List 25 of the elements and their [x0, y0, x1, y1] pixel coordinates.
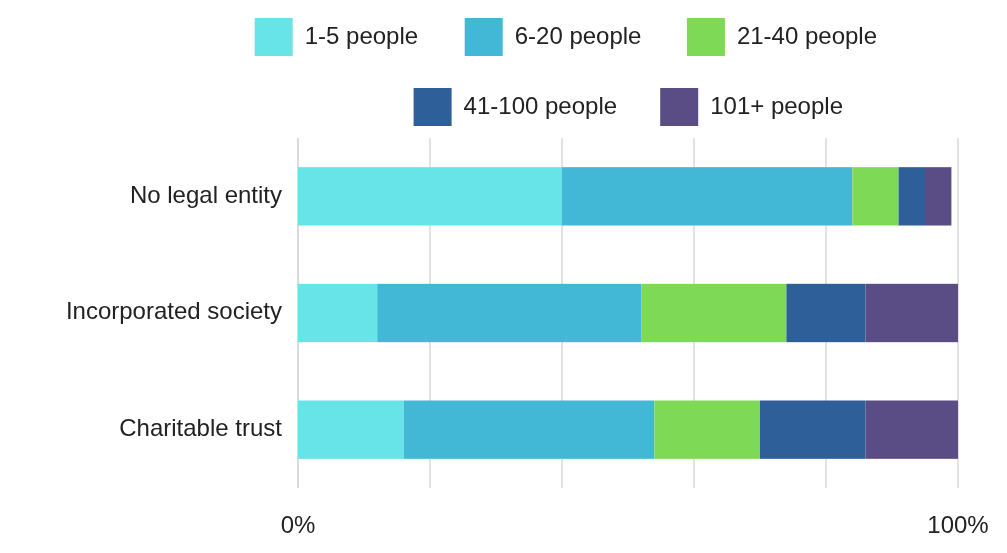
y-tick-label: Incorporated society: [65, 297, 282, 325]
bar: [865, 283, 958, 343]
y-tick-label: No legal entity: [129, 180, 282, 208]
legend-label: 41-100 people: [463, 92, 618, 120]
x-tick-label: 100%: [927, 511, 989, 538]
bar: [865, 400, 958, 459]
bar: [562, 167, 853, 226]
bar: [925, 167, 952, 226]
bar: [898, 167, 925, 226]
bar: [403, 400, 655, 459]
y-tick-label: Charitable trust: [119, 414, 283, 442]
bar: [852, 167, 899, 226]
legend-label: 6-20 people: [514, 22, 642, 50]
legend-label: 101+ people: [710, 92, 843, 120]
bar: [654, 400, 760, 459]
bar: [298, 167, 562, 226]
legend-label: 21-40 people: [736, 22, 878, 50]
bar: [760, 400, 866, 459]
bar: [298, 400, 404, 459]
bar: [298, 283, 378, 343]
x-tick-label: 0%: [280, 511, 316, 538]
bar: [641, 283, 787, 343]
bar: [786, 283, 866, 343]
bar: [377, 283, 642, 343]
legend-label: 1-5 people: [304, 22, 419, 50]
